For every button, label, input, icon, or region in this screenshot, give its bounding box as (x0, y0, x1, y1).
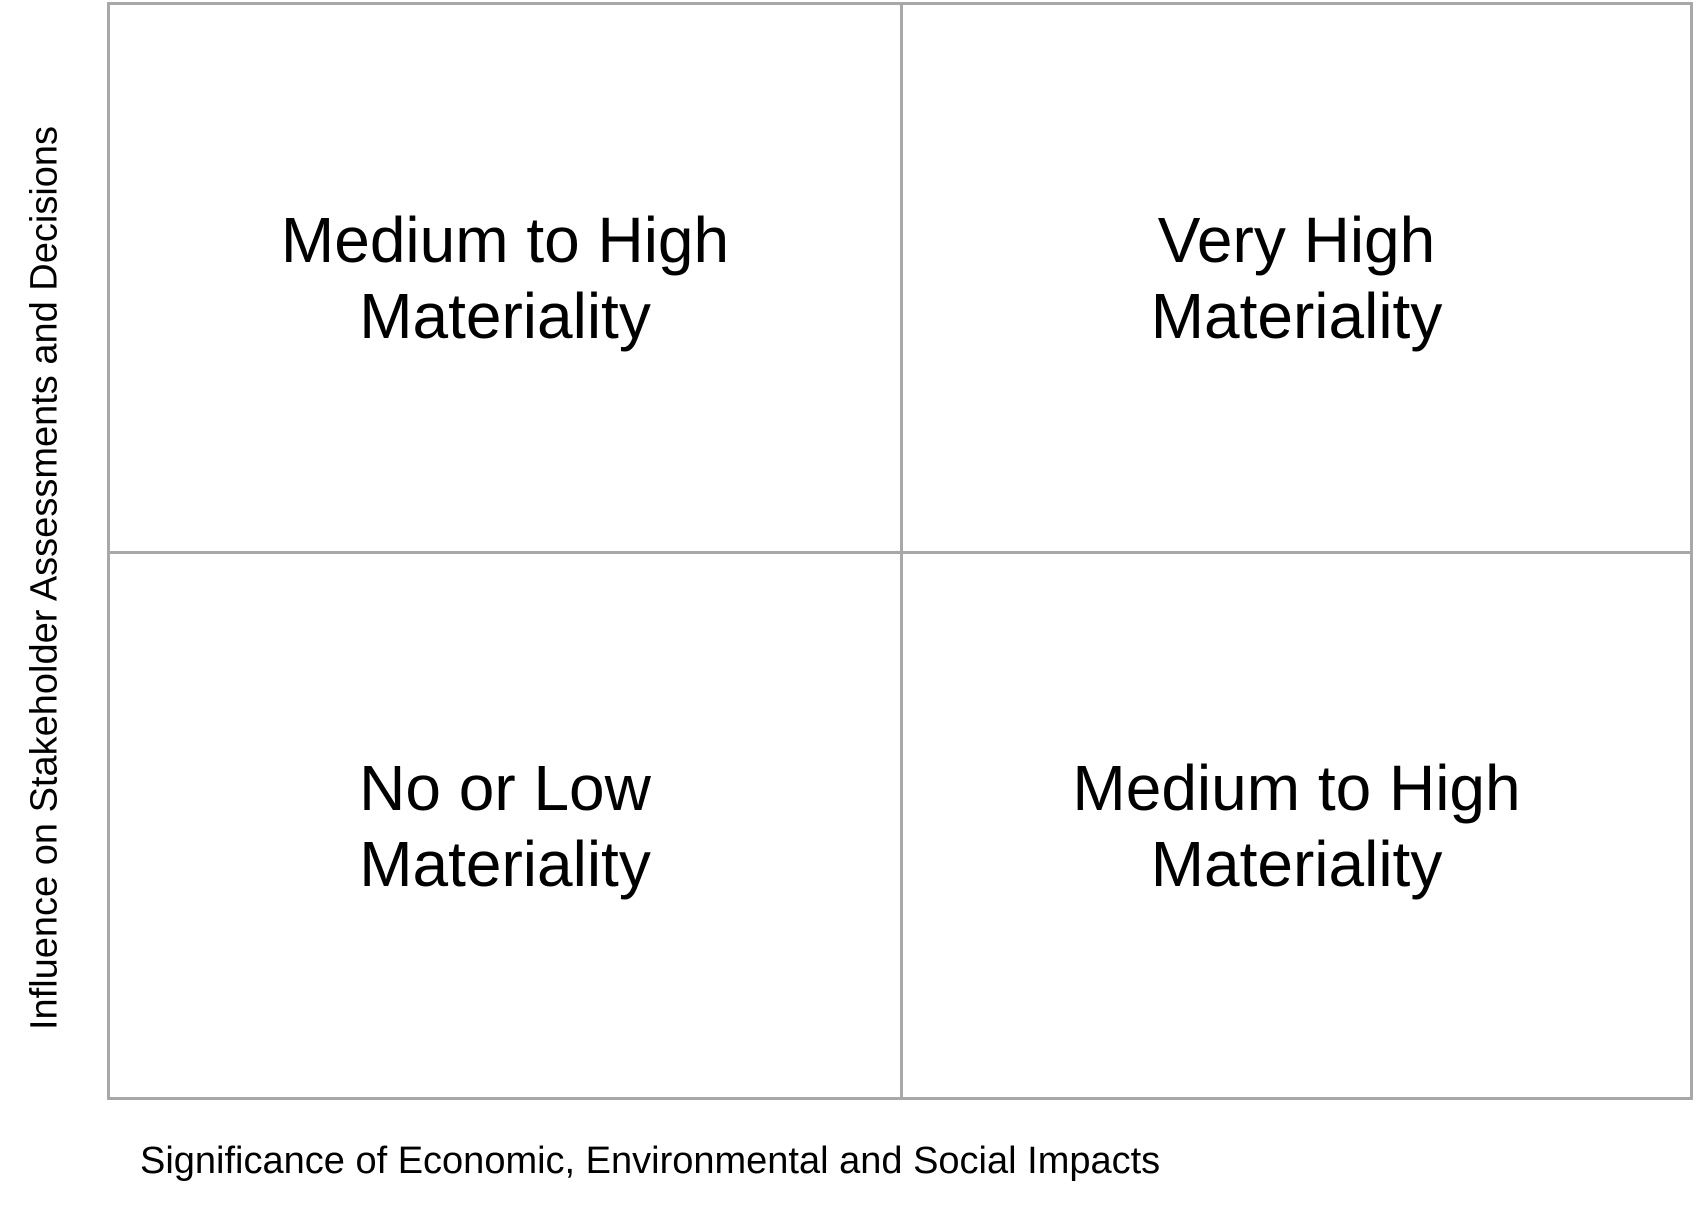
quadrant-top-right: Very High Materiality (903, 5, 1690, 551)
quadrant-top-left: Medium to High Materiality (110, 5, 900, 551)
quadrant-bottom-right: Medium to High Materiality (903, 554, 1690, 1097)
quadrant-label-top-right: Very High Materiality (1150, 204, 1443, 352)
y-axis-label: Influence on Stakeholder Assessments and… (23, 125, 66, 1031)
quadrant-label-bottom-right: Medium to High Materiality (1072, 751, 1521, 900)
quadrant-bottom-left: No or Low Materiality (110, 554, 900, 1097)
quadrant-label-bottom-left: No or Low Materiality (359, 751, 651, 900)
horizontal-divider (110, 551, 1690, 554)
materiality-matrix: Medium to High Materiality Very High Mat… (107, 2, 1693, 1100)
quadrant-label-top-left: Medium to High Materiality (280, 204, 730, 352)
x-axis-label: Significance of Economic, Environmental … (140, 1140, 1161, 1182)
